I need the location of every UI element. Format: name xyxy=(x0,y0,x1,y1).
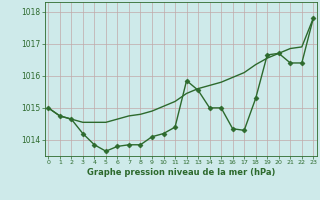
X-axis label: Graphe pression niveau de la mer (hPa): Graphe pression niveau de la mer (hPa) xyxy=(87,168,275,177)
